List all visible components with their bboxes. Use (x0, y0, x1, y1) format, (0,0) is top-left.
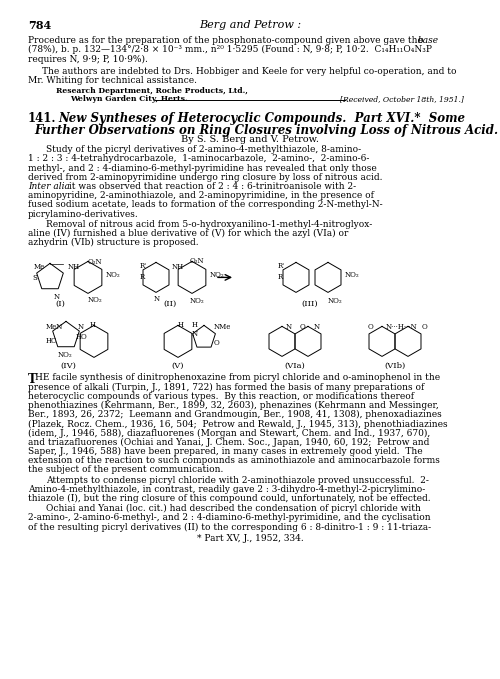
Text: Attempts to condense picryl chloride with 2-aminothiazole proved unsuccessful.  : Attempts to condense picryl chloride wit… (46, 475, 429, 485)
Text: HO: HO (76, 333, 88, 342)
Text: N: N (192, 331, 198, 338)
Text: it was observed that reaction of 2 : 4 : 6-trinitroanisole with 2-: it was observed that reaction of 2 : 4 :… (66, 182, 356, 191)
Text: Ber., 1893, 26, 2372;  Leemann and Grandmougin, Ber., 1908, 41, 1308), phenoxadi: Ber., 1893, 26, 2372; Leemann and Grandm… (28, 410, 442, 420)
Text: (VIb): (VIb) (384, 361, 406, 369)
Text: 2-amino-, 2-amino-6-methyl-, and 2 : 4-diamino-6-methyl-pyrimidine, and the cycl: 2-amino-, 2-amino-6-methyl-, and 2 : 4-d… (28, 513, 430, 522)
Text: Study of the picryl derivatives of 2-amino-4-methylthiazole, 8-amino-: Study of the picryl derivatives of 2-ami… (46, 145, 361, 154)
Text: the subject of the present communication.: the subject of the present communication… (28, 465, 224, 475)
Text: N: N (78, 323, 84, 331)
Text: (II): (II) (164, 299, 176, 308)
Text: thiazole (I), but the ring closure of this compound could, unfortunately, not be: thiazole (I), but the ring closure of th… (28, 494, 430, 503)
Text: (Plazek, Rocz. Chem., 1936, 16, 504;  Petrow and Rewald, J., 1945, 313), phenoth: (Plazek, Rocz. Chem., 1936, 16, 504; Pet… (28, 420, 448, 428)
Text: By S. S. Berg and V. Petrow.: By S. S. Berg and V. Petrow. (181, 135, 319, 144)
Text: O: O (422, 323, 428, 331)
Text: Welwyn Garden City, Herts.: Welwyn Garden City, Herts. (70, 95, 188, 103)
Text: HC: HC (46, 337, 57, 346)
Text: 141.: 141. (28, 112, 56, 125)
Text: NO₂: NO₂ (88, 297, 102, 304)
Text: extension of the reaction to such compounds as aminothiazole and aminocarbazole : extension of the reaction to such compou… (28, 456, 440, 465)
Text: presence of alkali (Turpin, J., 1891, 722) has formed the basis of many preparat: presence of alkali (Turpin, J., 1891, 72… (28, 382, 424, 392)
Text: H: H (178, 321, 184, 329)
Text: (78%), b. p. 132—134°/2·8 × 10⁻³ mm., n²⁰ 1·5295 (Found : N, 9·8; P, 10·2.  C₁₄H: (78%), b. p. 132—134°/2·8 × 10⁻³ mm., n²… (28, 45, 432, 54)
Text: fused sodium acetate, leads to formation of the corresponding 2-N-methyl-N-: fused sodium acetate, leads to formation… (28, 200, 382, 209)
Text: aline (IV) furnished a blue derivative of (V) for which the azyl (VIa) or: aline (IV) furnished a blue derivative o… (28, 229, 348, 238)
Text: [Received, October 18th, 1951.]: [Received, October 18th, 1951.] (340, 95, 464, 103)
Text: Research Department, Roche Products, Ltd.,: Research Department, Roche Products, Ltd… (56, 87, 248, 95)
Text: methyl-, and 2 : 4-diamino-6-methyl-pyrimidine has revealed that only those: methyl-, and 2 : 4-diamino-6-methyl-pyri… (28, 164, 377, 172)
Text: Saper, J., 1946, 588) have been prepared, in many cases in extremely good yield.: Saper, J., 1946, 588) have been prepared… (28, 447, 422, 456)
Text: (VIa): (VIa) (284, 361, 306, 369)
Text: MeN: MeN (46, 323, 64, 331)
Text: Me: Me (34, 263, 45, 272)
Text: O: O (368, 323, 374, 331)
Text: O₂N: O₂N (190, 257, 204, 265)
Text: The authors are indebted to Drs. Hobbiger and Keele for very helpful co-operatio: The authors are indebted to Drs. Hobbige… (42, 67, 457, 75)
Text: R': R' (278, 262, 285, 270)
Text: NH: NH (68, 263, 80, 272)
Text: 1 : 2 : 3 : 4-tetrahydrocarbazole,  1-aminocarbazole,  2-amino-,  2-amino-6-: 1 : 2 : 3 : 4-tetrahydrocarbazole, 1-ami… (28, 154, 369, 164)
Text: (idem, J., 1946, 588), diazafluorenes (Morgan and Stewart, Chem. and Ind., 1937,: (idem, J., 1946, 588), diazafluorenes (M… (28, 428, 430, 438)
Text: Berg and Petrow :: Berg and Petrow : (199, 20, 301, 30)
Text: and triazafluorenes (Ochiai and Yanai, J. Chem. Soc., Japan, 1940, 60, 192;  Pet: and triazafluorenes (Ochiai and Yanai, J… (28, 438, 429, 447)
Text: picrylamino-derivatives.: picrylamino-derivatives. (28, 210, 139, 219)
Text: NO₂: NO₂ (190, 297, 204, 306)
Text: Amino-4-methylthiazole, in contrast, readily gave 2 : 3-dihydro-4-methyl-2-picry: Amino-4-methylthiazole, in contrast, rea… (28, 485, 425, 494)
Text: NO₂: NO₂ (106, 272, 120, 279)
Text: (I): (I) (55, 299, 65, 308)
Text: H: H (90, 321, 96, 329)
Text: aminopyridine, 2-aminothiazole, and 2-aminopyrimidine, in the presence of: aminopyridine, 2-aminothiazole, and 2-am… (28, 191, 374, 200)
Text: * Part XV, J., 1952, 334.: * Part XV, J., 1952, 334. (196, 534, 304, 543)
Text: (V): (V) (172, 361, 184, 369)
Text: derived from 2-aminopyrimidine undergo ring closure by loss of nitrous acid.: derived from 2-aminopyrimidine undergo r… (28, 172, 382, 182)
Text: H: H (192, 321, 198, 329)
Text: O: O (300, 323, 306, 331)
Text: Procedure as for the preparation of the phosphonato-compound given above gave th: Procedure as for the preparation of the … (28, 36, 426, 45)
Text: S: S (32, 274, 37, 282)
Text: azhydrin (VIb) structure is proposed.: azhydrin (VIb) structure is proposed. (28, 238, 198, 247)
Text: O: O (214, 340, 220, 348)
Text: phenothiazines (Kehrmann, Ber., 1899, 32, 2603), phenazines (Kehrmann and Messin: phenothiazines (Kehrmann, Ber., 1899, 32… (28, 401, 439, 410)
Text: heterocyclic compounds of various types.  By this reaction, or modifications the: heterocyclic compounds of various types.… (28, 392, 414, 401)
Text: R': R' (140, 262, 147, 270)
Text: NH: NH (172, 263, 184, 272)
Text: NO₂: NO₂ (345, 272, 360, 279)
Text: NMe: NMe (214, 323, 232, 331)
Text: Inter alia: Inter alia (28, 182, 70, 191)
Text: (III): (III) (302, 299, 318, 308)
Text: HE facile synthesis of dinitrophenoxazine from picryl chloride and o-aminophenol: HE facile synthesis of dinitrophenoxazin… (35, 373, 440, 382)
Text: NO₂: NO₂ (328, 297, 342, 306)
Text: NO₂: NO₂ (210, 272, 224, 279)
Text: Mr. Whiting for technical assistance.: Mr. Whiting for technical assistance. (28, 76, 197, 85)
Text: R: R (140, 274, 145, 281)
Text: Removal of nitrous acid from 5-o-hydroxyanilino-1-methyl-4-nitroglyox-: Removal of nitrous acid from 5-o-hydroxy… (46, 220, 372, 229)
Text: N···H···N: N···H···N (386, 323, 418, 331)
Text: R: R (278, 274, 283, 281)
Text: 784: 784 (28, 20, 52, 31)
Text: N: N (54, 293, 60, 301)
Text: N: N (314, 323, 320, 331)
Text: O₂N: O₂N (88, 259, 102, 266)
Text: T: T (28, 373, 37, 386)
Text: N: N (154, 295, 160, 304)
Text: (IV): (IV) (60, 361, 76, 369)
Text: New Syntheses of Heterocyclic Compounds.  Part XVI.*  Some: New Syntheses of Heterocyclic Compounds.… (58, 112, 465, 125)
Text: N: N (286, 323, 292, 331)
Text: requires N, 9·9; P, 10·9%).: requires N, 9·9; P, 10·9%). (28, 54, 148, 64)
Text: Further Observations on Ring Closures involving Loss of Nitrous Acid.: Further Observations on Ring Closures in… (34, 124, 498, 137)
Text: of the resulting picryl derivatives (II) to the corresponding 6 : 8-dinitro-1 : : of the resulting picryl derivatives (II)… (28, 523, 431, 532)
Text: Ochiai and Yanai (loc. cit.) had described the condensation of picryl chloride w: Ochiai and Yanai (loc. cit.) had describ… (46, 504, 421, 513)
Text: NO₂: NO₂ (58, 352, 72, 359)
Text: base: base (418, 36, 439, 45)
